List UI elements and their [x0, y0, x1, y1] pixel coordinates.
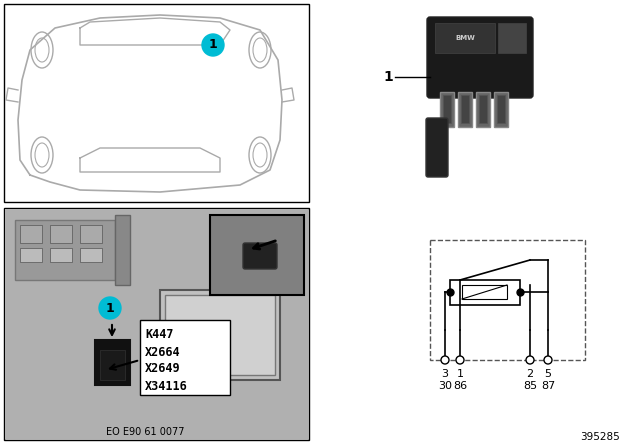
- Circle shape: [544, 356, 552, 364]
- Text: 87: 87: [541, 381, 555, 391]
- Bar: [4, 4, 309, 202]
- Circle shape: [456, 356, 464, 364]
- Text: 85: 85: [523, 381, 537, 391]
- Bar: [80, 225, 102, 243]
- Bar: [458, 92, 472, 127]
- FancyBboxPatch shape: [427, 17, 533, 98]
- Bar: [494, 92, 508, 127]
- Bar: [80, 248, 102, 262]
- Text: X2649: X2649: [145, 362, 180, 375]
- Text: BMW: BMW: [455, 35, 475, 41]
- Text: 1: 1: [456, 369, 463, 379]
- Text: 1: 1: [106, 302, 115, 314]
- Bar: [20, 248, 42, 262]
- Circle shape: [99, 297, 121, 319]
- Bar: [20, 225, 42, 243]
- Text: 2: 2: [527, 369, 534, 379]
- Text: 1: 1: [209, 39, 218, 52]
- Bar: [450, 280, 520, 305]
- Text: 86: 86: [453, 381, 467, 391]
- Text: 30: 30: [438, 381, 452, 391]
- Circle shape: [526, 356, 534, 364]
- Bar: [462, 285, 507, 299]
- Bar: [476, 92, 490, 127]
- Text: K447: K447: [145, 328, 173, 341]
- Text: 3: 3: [442, 369, 449, 379]
- Bar: [140, 320, 230, 395]
- Bar: [165, 295, 275, 375]
- Bar: [115, 215, 130, 285]
- Bar: [479, 95, 487, 123]
- Bar: [430, 240, 585, 360]
- FancyBboxPatch shape: [426, 118, 448, 177]
- Bar: [210, 215, 304, 295]
- Ellipse shape: [253, 38, 267, 62]
- Text: X2664: X2664: [145, 345, 180, 358]
- Circle shape: [441, 356, 449, 364]
- Bar: [443, 95, 451, 123]
- Bar: [440, 92, 454, 127]
- Text: X34116: X34116: [145, 379, 188, 392]
- Ellipse shape: [249, 137, 271, 173]
- Bar: [50, 248, 72, 262]
- Text: 395285: 395285: [580, 432, 620, 442]
- Text: EO E90 61 0077: EO E90 61 0077: [106, 427, 184, 437]
- Bar: [498, 23, 526, 53]
- Bar: [160, 290, 280, 380]
- Bar: [100, 350, 125, 380]
- Bar: [435, 23, 495, 53]
- Text: 1: 1: [383, 70, 393, 84]
- FancyBboxPatch shape: [243, 243, 277, 269]
- Bar: [497, 95, 505, 123]
- Circle shape: [202, 34, 224, 56]
- Ellipse shape: [31, 137, 53, 173]
- Ellipse shape: [35, 143, 49, 167]
- Bar: [4, 208, 309, 440]
- Ellipse shape: [253, 143, 267, 167]
- Ellipse shape: [35, 38, 49, 62]
- Ellipse shape: [31, 32, 53, 68]
- Ellipse shape: [249, 32, 271, 68]
- Text: 5: 5: [545, 369, 552, 379]
- Bar: [370, 15, 580, 190]
- Bar: [15, 220, 115, 280]
- Bar: [50, 225, 72, 243]
- Bar: [5, 209, 308, 439]
- Bar: [461, 95, 469, 123]
- Bar: [95, 340, 130, 385]
